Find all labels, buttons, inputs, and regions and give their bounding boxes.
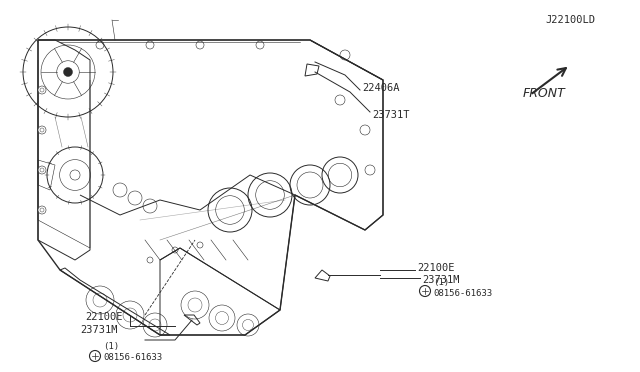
- Text: 22406A: 22406A: [362, 83, 399, 93]
- Circle shape: [38, 86, 46, 94]
- Text: 08156-61633: 08156-61633: [433, 289, 492, 298]
- Text: 08156-61633: 08156-61633: [103, 353, 162, 362]
- Text: 22100E: 22100E: [417, 263, 454, 273]
- Text: (1): (1): [433, 278, 449, 286]
- Circle shape: [63, 67, 72, 77]
- Circle shape: [38, 166, 46, 174]
- Text: 22100E: 22100E: [86, 312, 123, 322]
- Circle shape: [38, 206, 46, 214]
- Text: J22100LD: J22100LD: [545, 15, 595, 25]
- Text: 23731T: 23731T: [372, 110, 410, 120]
- Text: 23731M: 23731M: [81, 325, 118, 335]
- Text: 23731M: 23731M: [422, 275, 460, 285]
- Circle shape: [38, 126, 46, 134]
- Text: (1): (1): [103, 343, 119, 352]
- Text: FRONT: FRONT: [523, 87, 566, 100]
